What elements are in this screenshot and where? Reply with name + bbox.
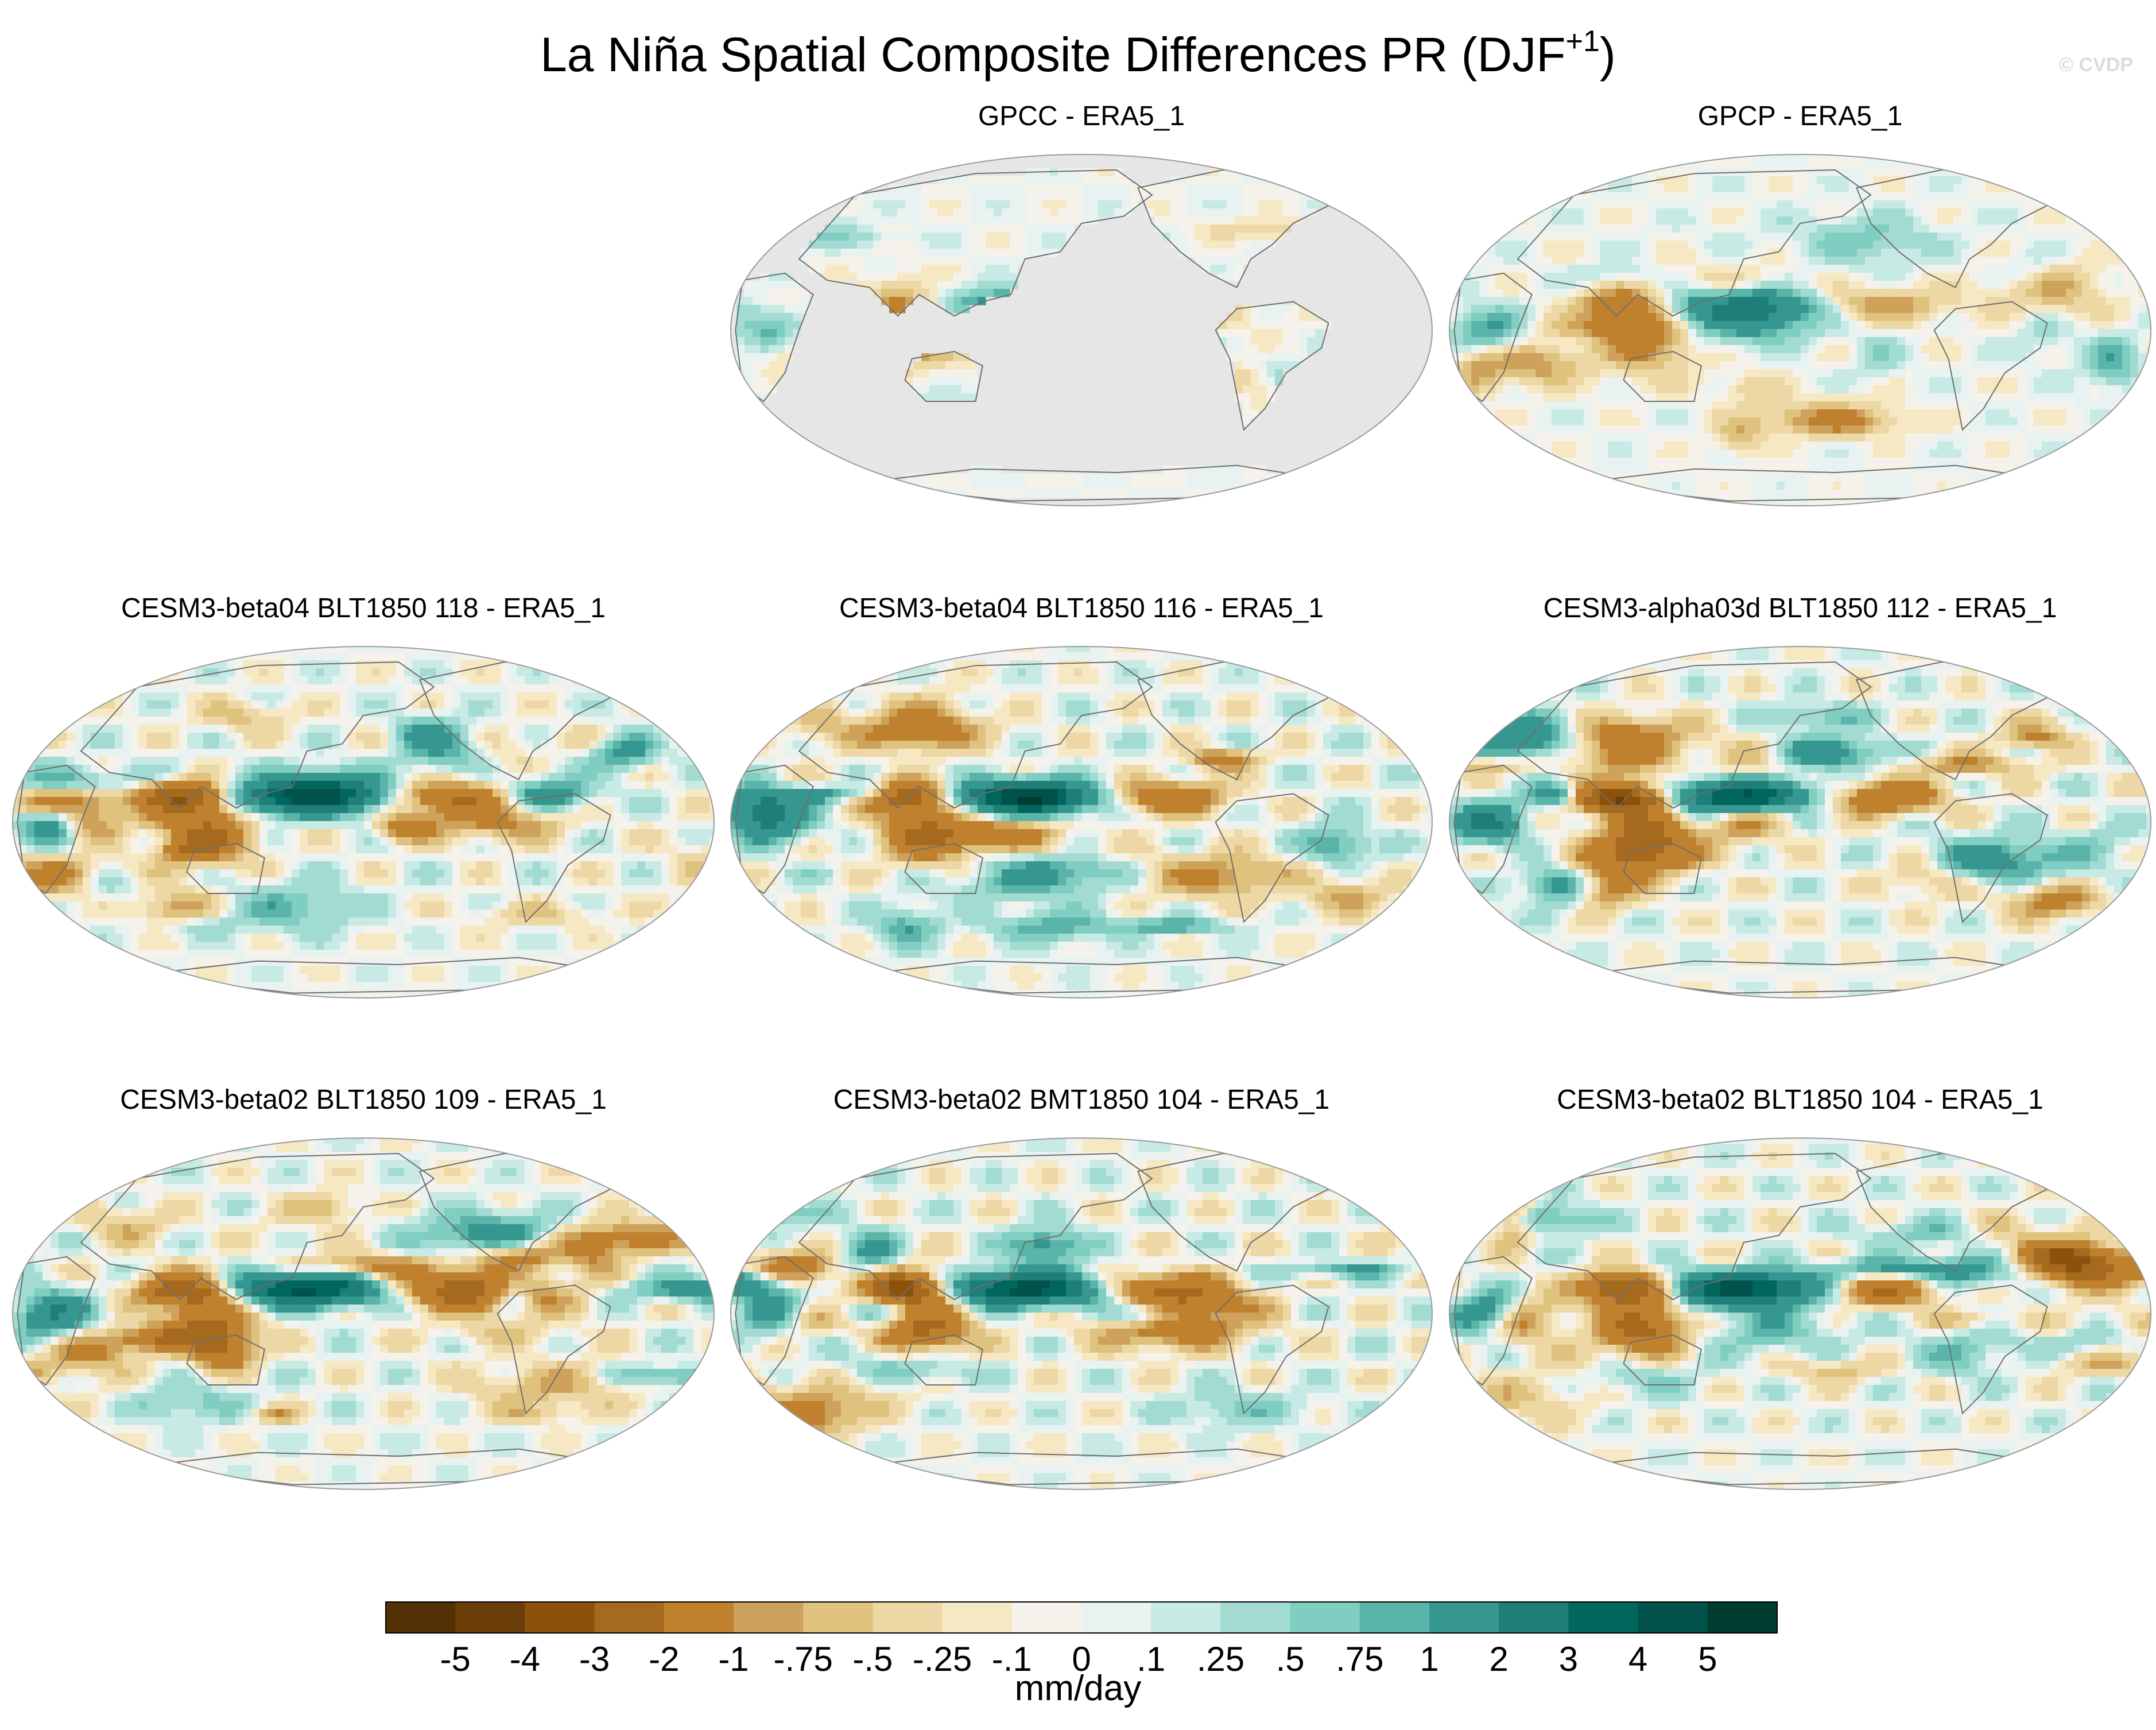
coastline-greenland [1996,158,2063,189]
coastline-asia [1517,1152,1872,1301]
coastline-asia [1517,169,1872,317]
coastline-greenland [559,651,626,681]
coastline-australia [186,1334,265,1385]
figure-title-close: ) [1600,28,1616,82]
coastline-africa [1453,272,1533,402]
colorbar-swatch [1290,1602,1360,1633]
colorbar-swatch [1638,1602,1708,1633]
panel-title: CESM3-beta02 BLT1850 109 - ERA5_1 [7,1084,719,1116]
coastline-antarctica [855,465,1329,502]
map-panel [1449,1137,2151,1490]
coastline-greenland [1277,158,1344,189]
coastline-antarctica [1574,465,2048,502]
colorbar-swatch [942,1602,1013,1633]
coastline-africa [735,1256,814,1386]
coastline-antarctica [137,957,611,994]
coastline-samerica [1215,1284,1329,1415]
colorbar-swatch [1499,1602,1569,1633]
coastline-australia [904,351,983,402]
coastline-greenland [1996,651,2063,681]
map-panel [730,646,1433,998]
coastline-greenland [1277,1142,1344,1172]
coastline-samerica [1215,793,1329,923]
map-panel [12,646,715,998]
coastline-antarctica [1574,1448,2048,1485]
colorbar-swatch [734,1602,804,1633]
colorbar-swatch [594,1602,665,1633]
coastline-asia [80,1152,435,1301]
coastline-australia [1623,843,1702,894]
coastline-greenland [559,1142,626,1172]
coastline-asia [798,169,1153,317]
colorbar-swatch [1151,1602,1221,1633]
coastline-samerica [497,1284,611,1415]
coastline-australia [904,843,983,894]
colorbar-swatch [1081,1602,1151,1633]
coastline-samerica [1933,301,2048,431]
coastline-africa [17,764,96,895]
coastline-australia [1623,351,1702,402]
coastline-africa [735,272,814,402]
coastline-samerica [1215,301,1329,431]
panel-title: GPCC - ERA5_1 [726,100,1437,132]
colorbar-swatch [803,1602,873,1633]
colorbar-swatch [1011,1602,1082,1633]
coastline-greenland [1996,1142,2063,1172]
coastline-samerica [497,793,611,923]
coastline-samerica [1933,793,2048,923]
map-panel [730,1137,1433,1490]
colorbar-swatch [1220,1602,1291,1633]
colorbar-swatch [1359,1602,1430,1633]
map-panel [730,154,1433,506]
colorbar-swatch [1568,1602,1639,1633]
coastline-antarctica [855,957,1329,994]
map-panel [1449,646,2151,998]
figure-title-superscript: +1 [1566,25,1600,58]
coastline-asia [80,661,435,809]
colorbar-swatch [525,1602,595,1633]
coastline-samerica [1933,1284,2048,1415]
colorbar-swatch [1429,1602,1499,1633]
coastline-asia [798,661,1153,809]
colorbar-swatch [1707,1602,1778,1633]
coastline-africa [735,764,814,895]
coastline-greenland [1277,651,1344,681]
coastline-asia [798,1152,1153,1301]
panel-title: CESM3-beta04 BLT1850 116 - ERA5_1 [726,593,1437,624]
panel-title: CESM3-beta02 BLT1850 104 - ERA5_1 [1444,1084,2156,1116]
figure-title-text: La Niña Spatial Composite Differences PR… [540,28,1566,82]
panel-title: CESM3-beta02 BMT1850 104 - ERA5_1 [726,1084,1437,1116]
coastline-africa [1453,1256,1533,1386]
coastline-antarctica [855,1448,1329,1485]
colorbar-swatch [664,1602,734,1633]
coastline-antarctica [1574,957,2048,994]
coastline-africa [17,1256,96,1386]
colorbar-units: mm/day [0,1668,2156,1709]
panel-title: GPCP - ERA5_1 [1444,100,2156,132]
coastline-australia [1623,1334,1702,1385]
colorbar-swatch [455,1602,525,1633]
coastline-australia [904,1334,983,1385]
colorbar-swatch [386,1602,456,1633]
copyright-watermark: © CVDP [2059,54,2133,76]
coastline-australia [186,843,265,894]
panel-title: CESM3-beta04 BLT1850 118 - ERA5_1 [7,593,719,624]
coastline-antarctica [137,1448,611,1485]
coastline-asia [1517,661,1872,809]
figure-title: La Niña Spatial Composite Differences PR… [0,16,2156,83]
coastline-africa [1453,764,1533,895]
map-panel [1449,154,2151,506]
panel-title: CESM3-alpha03d BLT1850 112 - ERA5_1 [1444,593,2156,624]
colorbar-swatch [873,1602,943,1633]
map-panel [12,1137,715,1490]
